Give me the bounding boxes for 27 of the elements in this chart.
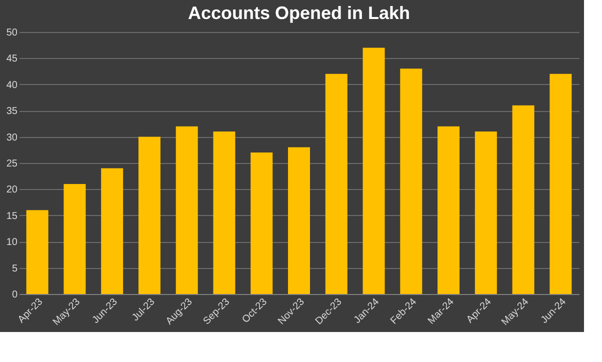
y-tick-label: 0 xyxy=(12,290,18,300)
bar xyxy=(400,68,422,294)
bar xyxy=(138,136,160,294)
chart-title: Accounts Opened in Lakh xyxy=(188,3,410,23)
y-tick-label: 45 xyxy=(6,54,18,65)
y-tick-label: 40 xyxy=(6,80,18,91)
bar xyxy=(474,132,497,294)
bar xyxy=(362,48,385,294)
y-tick-label: 10 xyxy=(6,237,18,248)
bar xyxy=(26,210,48,294)
bar xyxy=(213,132,236,294)
y-tick-label: 35 xyxy=(6,106,18,118)
bar xyxy=(101,168,124,294)
bar xyxy=(325,74,348,294)
bar xyxy=(64,184,86,294)
bar xyxy=(512,105,534,294)
y-tick-label: 15 xyxy=(6,210,18,222)
bar xyxy=(550,74,572,294)
bar xyxy=(176,126,198,294)
bar xyxy=(438,126,460,294)
y-tick-label: 50 xyxy=(6,28,18,38)
bar xyxy=(250,152,273,294)
y-tick-label: 20 xyxy=(6,184,18,196)
y-tick-label: 30 xyxy=(6,132,18,144)
bar xyxy=(288,147,310,294)
y-tick-label: 5 xyxy=(12,263,18,274)
y-tick-label: 25 xyxy=(6,158,18,170)
